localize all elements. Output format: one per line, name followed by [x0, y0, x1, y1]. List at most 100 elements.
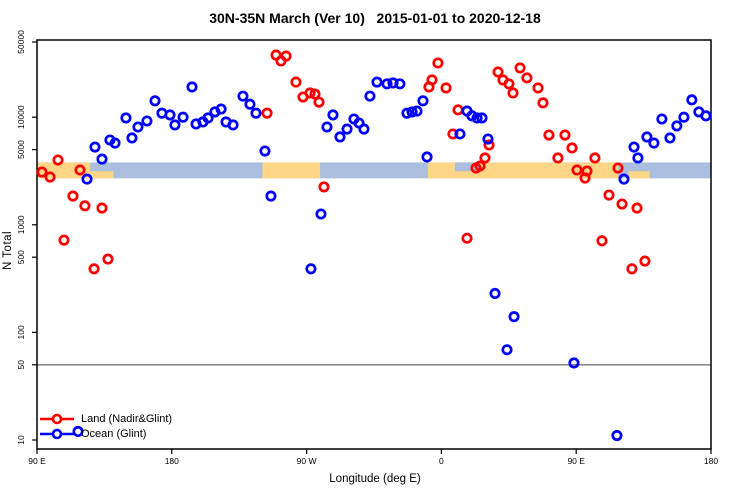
data-point-ocean	[89, 141, 101, 153]
data-point-ocean	[401, 107, 413, 119]
data-point-ocean	[628, 141, 640, 153]
data-point-land	[543, 129, 555, 141]
band-land-segment	[262, 162, 321, 179]
data-point-ocean	[664, 132, 676, 144]
data-point-land	[447, 128, 459, 140]
data-point-land	[470, 162, 482, 174]
data-point-land	[483, 139, 495, 151]
data-point-ocean	[227, 119, 239, 131]
data-point-ocean	[568, 357, 580, 369]
data-point-land	[616, 198, 628, 210]
data-point-ocean	[358, 123, 370, 135]
data-point-ocean	[109, 137, 121, 149]
data-point-ocean	[394, 78, 406, 90]
data-point-ocean	[237, 90, 249, 102]
data-point-ocean	[641, 131, 653, 143]
data-point-land	[514, 62, 526, 74]
data-point-land	[603, 189, 615, 201]
data-point-ocean	[417, 95, 429, 107]
data-point-land	[96, 202, 108, 214]
x-axis-title: Longitude (deg E)	[329, 473, 421, 485]
data-point-ocean	[508, 311, 520, 323]
data-point-ocean	[501, 344, 513, 356]
data-point-land	[631, 202, 643, 214]
data-point-ocean	[632, 152, 644, 164]
data-point-ocean	[186, 81, 198, 93]
chart-title: 30N-35N March (Ver 10) 2015-01-01 to 202…	[209, 10, 541, 26]
x-tick-label: 180	[165, 456, 179, 466]
data-point-land	[88, 263, 100, 275]
data-point-land	[102, 253, 114, 265]
data-point-ocean	[169, 119, 181, 131]
data-point-land	[313, 96, 325, 108]
data-point-land	[461, 232, 473, 244]
data-point-ocean	[244, 98, 256, 110]
plot-frame	[36, 39, 712, 450]
data-point-land	[559, 129, 571, 141]
data-point-land	[492, 66, 504, 78]
y-axis-title: N Total	[2, 230, 14, 270]
legend-label-land: Land (Nadir&Glint)	[81, 413, 173, 425]
data-point-land	[566, 142, 578, 154]
data-point-ocean	[334, 131, 346, 143]
y-tick-label: 5000	[16, 140, 26, 159]
data-point-ocean	[315, 208, 327, 220]
data-point-land	[52, 154, 64, 166]
data-point-ocean	[411, 105, 423, 117]
data-point-ocean	[471, 112, 483, 124]
data-point-land	[507, 87, 519, 99]
data-point-land	[318, 181, 330, 193]
data-point-land	[532, 82, 544, 94]
data-point-land	[304, 87, 316, 99]
data-point-ocean	[671, 120, 683, 132]
data-point-land	[626, 263, 638, 275]
x-tick-label: 90 E	[28, 456, 46, 466]
legend: Land (Nadir&Glint) Ocean (Glint)	[40, 412, 172, 441]
data-point-ocean	[265, 190, 277, 202]
data-point-ocean	[387, 77, 399, 89]
data-point-land	[596, 235, 608, 247]
band-ocean-notch	[454, 162, 481, 172]
data-point-ocean	[678, 111, 690, 123]
data-point-ocean	[96, 153, 108, 165]
data-point-ocean	[321, 121, 333, 133]
data-point-ocean	[250, 107, 262, 119]
land-marker-icon	[40, 413, 74, 425]
data-point-ocean	[611, 429, 623, 442]
y-tick-label: 50	[16, 360, 26, 370]
ocean-marker-icon	[40, 428, 74, 440]
data-point-ocean	[81, 173, 93, 185]
legend-item-land: Land (Nadir&Glint)	[40, 412, 172, 426]
data-point-land	[589, 152, 601, 164]
data-point-ocean	[141, 115, 153, 127]
y-tick-label: 100	[16, 325, 26, 339]
data-point-ocean	[341, 123, 353, 135]
data-point-ocean	[482, 133, 494, 145]
data-point-land	[309, 88, 321, 100]
data-point-land	[612, 162, 624, 174]
x-tick-label: 180	[704, 456, 718, 466]
y-tick-label: 1000	[16, 215, 26, 234]
data-point-ocean	[489, 287, 501, 300]
data-point-land	[275, 55, 287, 67]
data-point-ocean	[164, 109, 176, 121]
data-point-ocean	[149, 95, 161, 107]
data-point-land	[261, 107, 273, 119]
data-point-ocean	[126, 132, 138, 144]
x-tick-label: 90 W	[297, 456, 317, 466]
data-point-ocean	[177, 111, 189, 123]
data-point-land	[290, 76, 302, 88]
data-point-ocean	[406, 106, 418, 118]
data-point-ocean	[202, 112, 214, 124]
data-point-land	[537, 97, 549, 109]
data-point-land	[79, 200, 91, 212]
data-point-land	[639, 255, 651, 267]
data-point-land	[479, 152, 491, 164]
data-point-ocean	[327, 109, 339, 121]
data-point-land	[503, 78, 515, 90]
data-point-ocean	[72, 425, 84, 438]
data-point-land	[432, 57, 444, 69]
data-point-land	[521, 72, 533, 84]
data-point-land	[452, 104, 464, 116]
